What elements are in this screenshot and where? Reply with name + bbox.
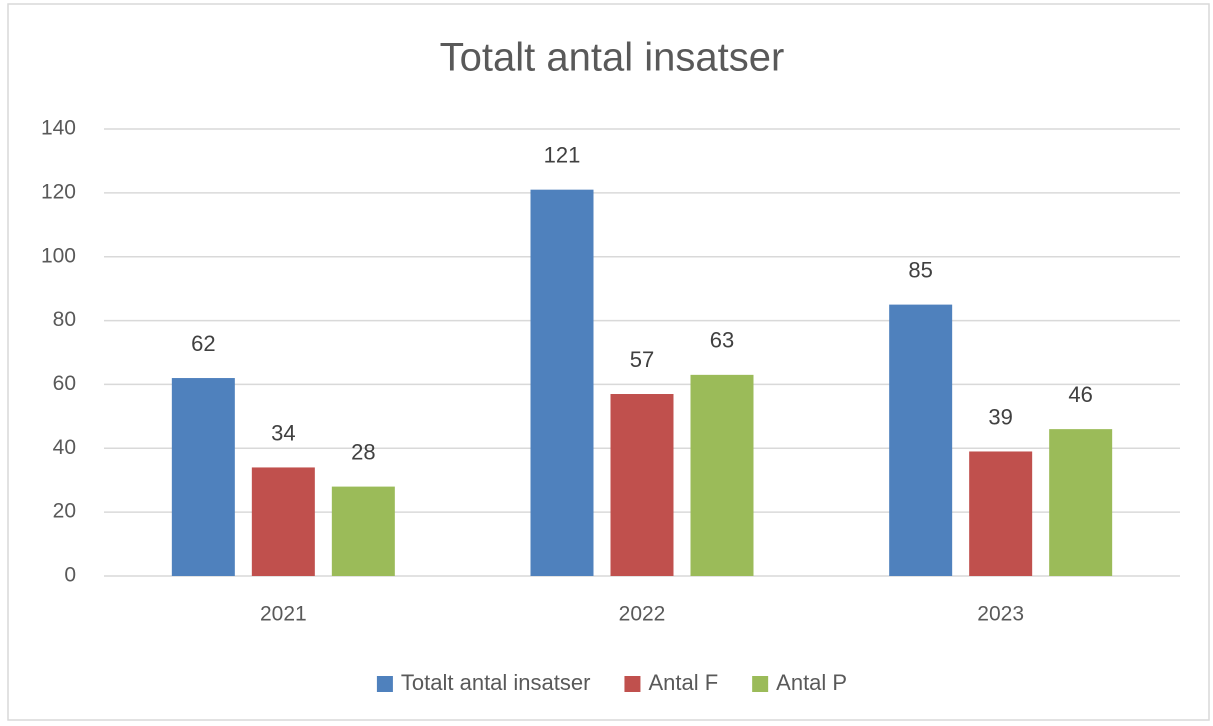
- chart-title: Totalt antal insatser: [440, 36, 785, 80]
- data-label: 28: [351, 439, 375, 464]
- legend-swatch: [752, 676, 769, 692]
- data-label: 85: [908, 257, 932, 282]
- data-label: 57: [630, 347, 654, 372]
- y-tick-label: 40: [53, 436, 76, 459]
- bar: [171, 378, 235, 576]
- bar: [1049, 429, 1113, 576]
- x-tick-label: 2023: [977, 603, 1024, 626]
- data-label: 39: [988, 404, 1012, 429]
- data-label: 62: [191, 331, 215, 356]
- bar: [969, 451, 1033, 576]
- bar: [251, 467, 315, 576]
- bar: [889, 304, 953, 576]
- chart-border: [7, 3, 1210, 721]
- y-tick-label: 140: [41, 117, 76, 140]
- y-tick-label: 0: [64, 564, 76, 587]
- y-tick-label: 60: [53, 372, 76, 395]
- legend-label: Antal P: [776, 670, 847, 695]
- x-tick-label: 2021: [260, 603, 307, 626]
- data-label: 63: [710, 328, 734, 353]
- bar: [610, 394, 674, 576]
- data-label: 121: [544, 142, 581, 167]
- bar: [530, 189, 594, 576]
- y-tick-label: 20: [53, 500, 76, 523]
- legend-label: Antal F: [648, 670, 718, 695]
- legend-label: Totalt antal insatser: [401, 670, 591, 695]
- legend-swatch: [376, 676, 393, 692]
- bar: [331, 486, 395, 576]
- y-tick-label: 100: [41, 244, 76, 267]
- data-label: 46: [1068, 382, 1092, 407]
- legend-swatch: [624, 676, 641, 692]
- bar: [690, 374, 754, 576]
- y-tick-label: 120: [41, 180, 76, 203]
- data-label: 34: [271, 420, 295, 445]
- x-tick-label: 2022: [619, 603, 666, 626]
- y-tick-label: 80: [53, 308, 76, 331]
